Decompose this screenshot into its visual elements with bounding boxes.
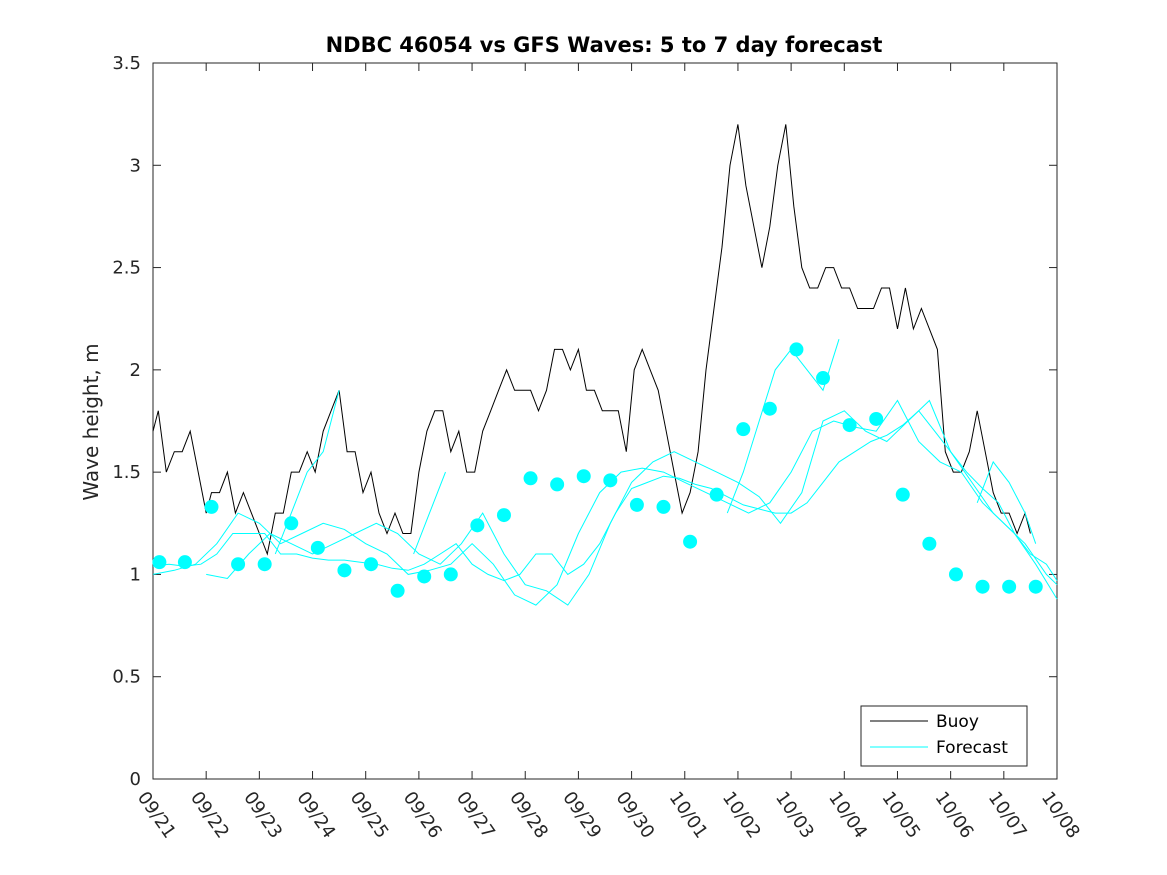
forecast-point: [576, 469, 591, 484]
forecast-point: [895, 487, 910, 502]
legend-buoy-label: Buoy: [936, 712, 979, 732]
forecast-point: [709, 487, 724, 502]
forecast-point: [789, 342, 804, 357]
y-axis-label: Wave height, m: [79, 343, 103, 500]
forecast-point: [922, 536, 937, 551]
forecast-point: [736, 422, 751, 437]
forecast-point: [284, 516, 299, 531]
forecast-point: [1028, 579, 1043, 594]
y-tick-label: 3: [130, 155, 141, 176]
forecast-point: [869, 411, 884, 426]
forecast-point: [948, 567, 963, 582]
y-tick-label: 3.5: [112, 53, 141, 74]
forecast-point: [1002, 579, 1017, 594]
forecast-point: [337, 563, 352, 578]
forecast-point: [177, 555, 192, 570]
chart-title: NDBC 46054 vs GFS Waves: 5 to 7 day fore…: [326, 33, 883, 57]
forecast-point: [390, 583, 405, 598]
y-tick-label: 2: [130, 360, 141, 381]
forecast-series-line: [413, 471, 446, 555]
forecast-series-line: [206, 399, 1058, 606]
forecast-point: [762, 401, 777, 416]
forecast-point: [470, 518, 485, 533]
y-tick-label: 1: [130, 564, 141, 585]
forecast-series-line: [726, 339, 840, 514]
y-tick-label: 0: [130, 769, 141, 790]
forecast-point: [629, 497, 644, 512]
forecast-point: [842, 418, 857, 433]
forecast-point: [364, 557, 379, 572]
forecast-point: [204, 499, 219, 514]
forecast-point: [310, 540, 325, 555]
forecast-point: [417, 569, 432, 584]
forecast-series-line: [976, 460, 1037, 544]
legend-forecast-label: Forecast: [936, 738, 1008, 758]
forecast-point: [257, 557, 272, 572]
forecast-point: [550, 477, 565, 492]
forecast-point: [816, 371, 831, 386]
forecast-point: [683, 534, 698, 549]
y-tick-label: 0.5: [112, 667, 141, 688]
y-tick-label: 1.5: [112, 462, 141, 483]
forecast-point: [443, 567, 458, 582]
axes-box: [152, 62, 1058, 780]
forecast-point: [975, 579, 990, 594]
forecast-point: [496, 508, 511, 523]
y-tick-label: 2.5: [112, 258, 141, 279]
forecast-point: [656, 499, 671, 514]
legend-box: [860, 705, 1028, 767]
forecast-point: [231, 557, 246, 572]
forecast-point: [523, 471, 538, 486]
forecast-point: [152, 555, 167, 570]
forecast-point: [603, 473, 618, 488]
buoy-series-line: [152, 124, 1031, 556]
legend: Buoy Forecast: [860, 705, 1028, 767]
